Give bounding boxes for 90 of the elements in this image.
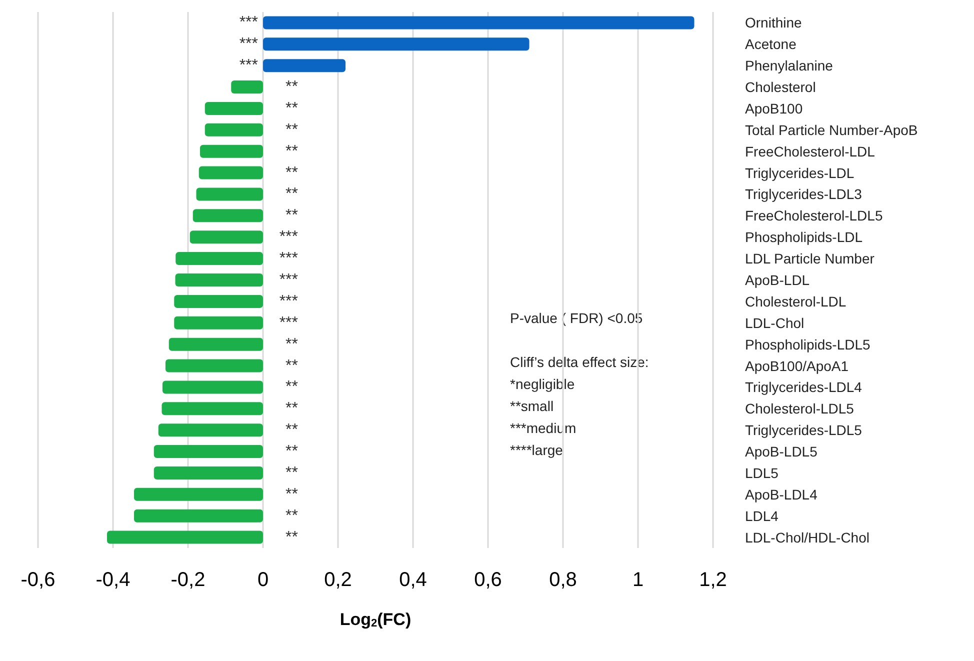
data-label: **	[286, 378, 298, 396]
bar	[166, 359, 263, 372]
annotation: ****large	[510, 442, 564, 458]
y-tick-label: FreeCholesterol-LDL	[745, 143, 876, 160]
x-tick-label: 0,6	[474, 569, 502, 591]
bar	[134, 509, 263, 522]
bar	[263, 16, 694, 30]
y-tick-label: ApoB-LDL	[745, 272, 810, 288]
y-tick-label: ApoB-LDL5	[745, 444, 818, 460]
data-label: **	[286, 100, 298, 117]
bar	[162, 402, 263, 416]
data-label: **	[286, 142, 298, 160]
x-tick-label: -0,4	[96, 569, 130, 591]
data-label: ***	[279, 272, 298, 288]
data-label: **	[286, 121, 298, 138]
data-label: **	[286, 400, 298, 418]
bar	[190, 230, 263, 244]
x-tick-label: 0,4	[399, 569, 427, 591]
y-tick-label: Cholesterol	[745, 79, 816, 96]
bar	[231, 80, 263, 94]
x-tick-label: 0	[257, 569, 269, 591]
bar	[174, 316, 263, 330]
data-label: **	[286, 336, 298, 353]
y-tick-label: LDL Particle Number	[745, 250, 875, 267]
y-tick-label: LDL-Chol	[745, 314, 804, 331]
x-tick-label: -0,2	[170, 569, 206, 591]
data-label: **	[286, 78, 298, 96]
annotation: ***medium	[510, 420, 576, 436]
bar	[263, 59, 346, 72]
data-label: ***	[239, 36, 258, 53]
y-tick-label: Triglycerides-LDL3	[745, 186, 862, 202]
data-label: **	[286, 357, 298, 374]
data-label: ***	[239, 57, 258, 74]
y-tick-label: Cholesterol-LDL	[745, 293, 846, 310]
y-tick-label: Cholesterol-LDL5	[745, 400, 854, 417]
bar	[204, 102, 263, 115]
bar	[162, 380, 263, 394]
x-tick-label: 1,2	[699, 569, 727, 591]
bar	[158, 424, 263, 437]
data-label: **	[286, 186, 298, 203]
data-label: ***	[279, 292, 298, 310]
y-tick-label: Acetone	[745, 36, 797, 52]
data-label: **	[286, 422, 298, 439]
data-label: **	[286, 443, 298, 460]
x-tick-label: -0,6	[20, 569, 56, 591]
bar	[174, 294, 263, 308]
y-tick-label: Phenylalanine	[745, 58, 834, 74]
y-tick-label: Triglycerides-LDL	[745, 164, 854, 181]
bar	[175, 274, 263, 286]
annotation: *negligible	[510, 376, 575, 392]
data-label: ***	[279, 250, 298, 268]
y-tick-label: Total Particle Number-ApoB	[745, 122, 918, 138]
data-label: ***	[279, 314, 298, 332]
bar	[107, 530, 263, 544]
bar	[134, 488, 263, 501]
data-label: **	[286, 486, 298, 503]
x-tick-label: 0,8	[549, 569, 577, 591]
y-tick-label: ApoB100	[745, 100, 803, 116]
data-label: **	[286, 464, 298, 482]
bar	[263, 38, 530, 51]
annotation: Cliff’s delta effect size:	[510, 354, 649, 370]
y-tick-label: Phospholipids-LDL	[745, 229, 863, 246]
y-tick-label: FreeCholesterol-LDL5	[745, 208, 883, 224]
data-label: ***	[239, 14, 258, 32]
data-label: ***	[279, 228, 298, 246]
annotation: **small	[510, 398, 554, 414]
bar	[192, 209, 263, 222]
bar	[200, 144, 263, 158]
y-tick-label: Triglycerides-LDL4	[745, 379, 862, 396]
y-tick-label: Phospholipids-LDL5	[745, 336, 871, 352]
y-tick-label: Ornithine	[745, 14, 802, 31]
x-tick-label: 0,2	[324, 569, 352, 591]
y-tick-label: LDL5	[745, 464, 779, 481]
bar	[154, 466, 263, 480]
y-tick-label: ApoB-LDL4	[745, 486, 818, 502]
data-label: **	[286, 507, 298, 524]
y-tick-label: LDL-Chol/HDL-Chol	[745, 529, 870, 546]
bar	[176, 252, 263, 266]
data-label: **	[286, 528, 298, 546]
data-label: **	[286, 207, 298, 224]
y-tick-label: LDL4	[745, 508, 779, 524]
bar	[196, 188, 263, 201]
y-tick-label: Triglycerides-LDL5	[745, 422, 862, 438]
y-tick-label: ApoB100/ApoA1	[745, 358, 849, 374]
bar	[204, 123, 263, 136]
bar	[168, 338, 263, 351]
data-label: **	[286, 164, 298, 182]
bar	[198, 166, 263, 180]
x-tick-label: 1	[632, 569, 644, 591]
bar	[154, 445, 263, 458]
